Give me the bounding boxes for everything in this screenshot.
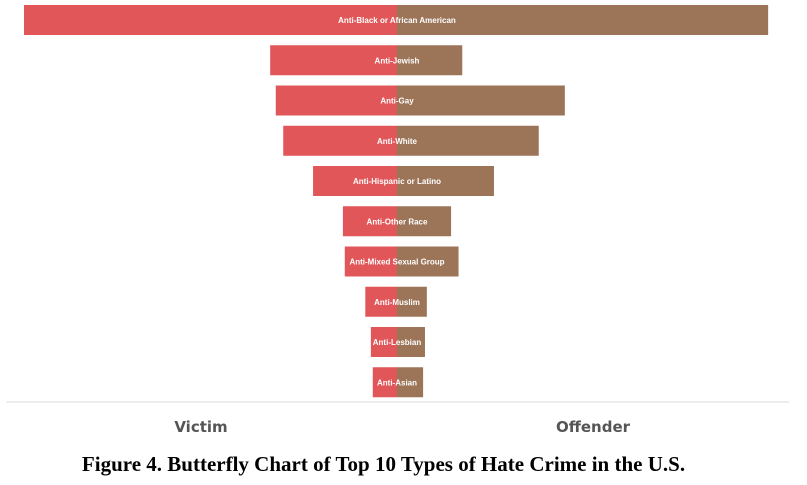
victim-bar-anti-asian (372, 367, 397, 398)
victim-bar-anti-mixed-sexual-group (344, 246, 397, 277)
victim-bar-anti-other-race (342, 206, 397, 237)
offender-axis-label: Offender (556, 418, 631, 436)
victim-bar-anti-lesbian (370, 327, 397, 357)
offender-bar-anti-muslim (397, 286, 427, 317)
category-label-anti-mixed-sexual-group: Anti-Mixed Sexual Group (349, 258, 444, 267)
category-label-anti-muslim: Anti-Muslim (374, 298, 420, 307)
victim-bar-anti-black-or-african-american (24, 5, 397, 35)
category-label-anti-white: Anti-White (377, 137, 418, 146)
category-label-anti-lesbian: Anti-Lesbian (373, 338, 422, 347)
category-label-anti-asian: Anti-Asian (377, 378, 417, 387)
category-label-anti-black-or-african-american: Anti-Black or African American (338, 16, 456, 25)
victim-bar-anti-jewish (270, 45, 397, 76)
category-labels-group: Anti-Black or African American Anti-Jewis… (338, 16, 456, 387)
offender-bar-anti-gay (397, 85, 565, 116)
category-label-anti-other-race: Anti-Other Race (367, 217, 428, 226)
offender-bar-anti-lesbian (397, 327, 425, 357)
category-label-anti-hispanic-or-latino: Anti-Hispanic or Latino (353, 177, 441, 186)
victim-bar-anti-gay (275, 85, 397, 116)
victim-bar-anti-white (283, 125, 397, 156)
victim-bar-anti-hispanic-or-latino (313, 166, 397, 196)
bars-group (24, 5, 769, 398)
offender-bar-anti-mixed-sexual-group (397, 246, 459, 277)
offender-bar-anti-hispanic-or-latino (397, 166, 494, 196)
offender-bar-anti-other-race (397, 206, 452, 237)
offender-bar-anti-white (397, 125, 539, 156)
butterfly-chart: Anti-Black or African American Anti-Jewis… (6, 5, 789, 436)
victim-axis-label: Victim (174, 418, 227, 436)
category-label-anti-gay: Anti-Gay (380, 97, 414, 106)
offender-bar-anti-asian (397, 367, 424, 398)
offender-bar-anti-black-or-african-american (397, 5, 769, 35)
offender-bar-anti-jewish (397, 45, 463, 76)
figure-caption: Figure 4. Butterfly Chart of Top 10 Type… (81, 452, 686, 476)
category-label-anti-jewish: Anti-Jewish (375, 56, 420, 65)
victim-bar-anti-muslim (365, 286, 397, 317)
